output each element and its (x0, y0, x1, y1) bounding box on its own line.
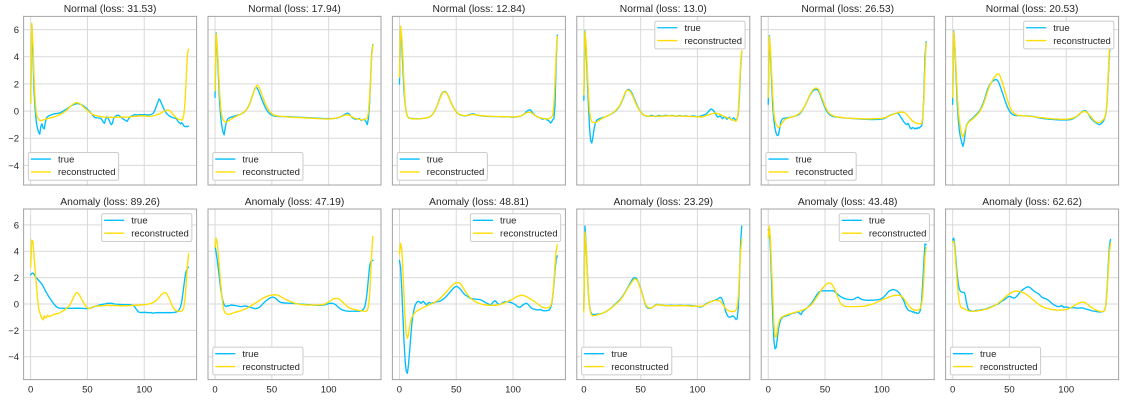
svg-text:reconstructed: reconstructed (427, 167, 485, 178)
svg-text:0: 0 (28, 384, 33, 395)
svg-text:50: 50 (820, 384, 831, 395)
svg-text:reconstructed: reconstructed (684, 36, 742, 47)
svg-text:2: 2 (14, 79, 19, 90)
svg-text:Normal (loss: 20.53): Normal (loss: 20.53) (986, 4, 1079, 15)
svg-text:reconstructed: reconstructed (500, 229, 558, 240)
svg-text:0: 0 (14, 107, 19, 118)
svg-text:−4: −4 (8, 352, 19, 363)
svg-text:reconstructed: reconstructed (869, 229, 927, 240)
svg-text:50: 50 (82, 384, 93, 395)
svg-text:50: 50 (267, 384, 278, 395)
svg-text:4: 4 (14, 52, 19, 63)
svg-text:Anomaly (loss: 62.62): Anomaly (loss: 62.62) (982, 197, 1082, 208)
svg-text:4: 4 (14, 247, 19, 258)
svg-text:true: true (980, 349, 996, 360)
svg-text:reconstructed: reconstructed (796, 167, 854, 178)
svg-text:0: 0 (581, 384, 586, 395)
svg-text:reconstructed: reconstructed (242, 167, 300, 178)
svg-text:Anomaly (loss: 48.81): Anomaly (loss: 48.81) (429, 197, 529, 208)
svg-text:Normal (loss: 12.84): Normal (loss: 12.84) (433, 4, 526, 15)
svg-text:−4: −4 (8, 161, 19, 172)
svg-text:100: 100 (874, 384, 890, 395)
svg-text:100: 100 (1058, 384, 1074, 395)
svg-text:true: true (796, 154, 812, 165)
svg-text:Anomaly (loss: 89.26): Anomaly (loss: 89.26) (60, 197, 160, 208)
svg-text:Anomaly (loss: 47.19): Anomaly (loss: 47.19) (245, 197, 345, 208)
svg-text:0: 0 (766, 384, 771, 395)
svg-text:reconstructed: reconstructed (58, 167, 116, 178)
svg-text:true: true (1053, 23, 1069, 34)
svg-text:Normal (loss: 17.94): Normal (loss: 17.94) (248, 4, 341, 15)
svg-text:Anomaly (loss: 43.48): Anomaly (loss: 43.48) (798, 197, 898, 208)
svg-text:true: true (684, 23, 700, 34)
svg-text:0: 0 (950, 384, 955, 395)
svg-text:6: 6 (14, 220, 19, 231)
svg-text:true: true (869, 216, 885, 227)
svg-text:Normal (loss: 13.0): Normal (loss: 13.0) (620, 4, 707, 15)
svg-text:0: 0 (212, 384, 217, 395)
svg-text:true: true (500, 216, 516, 227)
svg-text:reconstructed: reconstructed (242, 362, 300, 373)
svg-text:reconstructed: reconstructed (611, 362, 669, 373)
svg-text:2: 2 (14, 273, 19, 284)
svg-text:true: true (131, 216, 147, 227)
svg-text:100: 100 (505, 384, 521, 395)
svg-text:true: true (58, 154, 74, 165)
svg-text:Anomaly (loss: 23.29): Anomaly (loss: 23.29) (614, 197, 714, 208)
svg-text:100: 100 (690, 384, 706, 395)
svg-text:0: 0 (14, 299, 19, 310)
svg-text:Normal (loss: 26.53): Normal (loss: 26.53) (801, 4, 894, 15)
svg-text:100: 100 (321, 384, 337, 395)
svg-text:true: true (242, 154, 258, 165)
svg-text:50: 50 (1004, 384, 1015, 395)
svg-text:−2: −2 (8, 326, 19, 337)
svg-text:reconstructed: reconstructed (980, 362, 1038, 373)
svg-text:6: 6 (14, 25, 19, 36)
svg-text:Normal (loss: 31.53): Normal (loss: 31.53) (64, 4, 157, 15)
svg-text:50: 50 (451, 384, 462, 395)
svg-text:true: true (611, 349, 627, 360)
svg-text:−2: −2 (8, 134, 19, 145)
svg-text:true: true (242, 349, 258, 360)
svg-text:50: 50 (635, 384, 646, 395)
svg-text:100: 100 (136, 384, 152, 395)
svg-text:reconstructed: reconstructed (1053, 36, 1111, 47)
svg-text:0: 0 (397, 384, 402, 395)
svg-text:reconstructed: reconstructed (131, 229, 189, 240)
svg-text:true: true (427, 154, 443, 165)
